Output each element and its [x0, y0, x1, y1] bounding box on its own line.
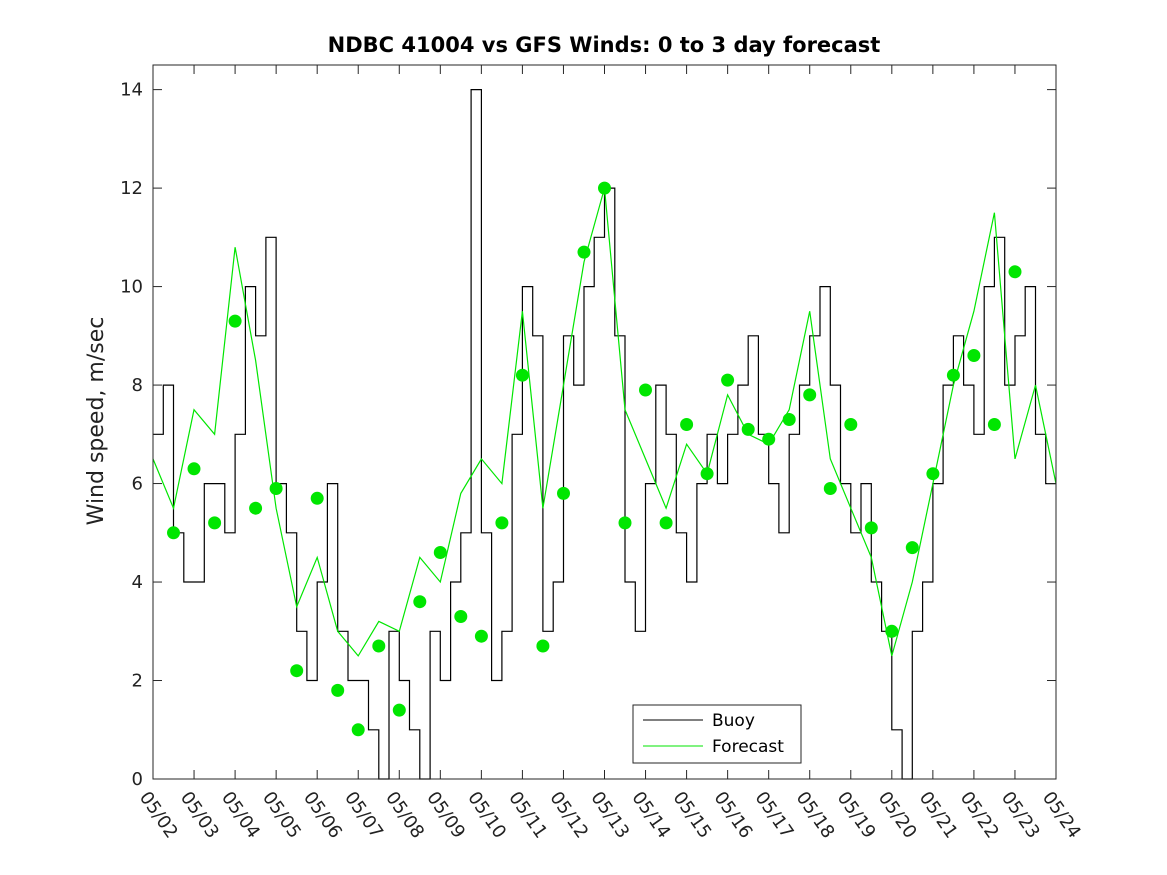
y-tick-label: 8 [132, 375, 143, 396]
plot-frame [153, 65, 1056, 779]
y-tick-label: 6 [132, 474, 143, 495]
plot-area [152, 64, 1057, 780]
legend-box [632, 704, 802, 764]
forecast-marker [495, 516, 509, 530]
forecast-marker [249, 501, 263, 515]
forecast-marker [331, 683, 345, 697]
forecast-marker [721, 373, 735, 387]
y-tick-label: 10 [120, 277, 143, 298]
forecast-marker [741, 422, 755, 436]
forecast-marker [823, 482, 837, 495]
forecast-marker [413, 595, 427, 609]
forecast-marker [905, 541, 919, 555]
legend-buoy-label: Buoy [712, 711, 755, 731]
forecast-markers [167, 181, 1022, 737]
forecast-marker [187, 462, 201, 476]
forecast-marker [167, 526, 180, 540]
forecast-marker [310, 491, 324, 505]
chart-title: NDBC 41004 vs GFS Winds: 0 to 3 day fore… [328, 33, 881, 57]
forecast-marker [351, 723, 365, 737]
forecast-marker [577, 245, 591, 259]
forecast-marker [926, 467, 940, 481]
forecast-marker [864, 521, 878, 535]
forecast-marker [515, 368, 529, 382]
y-tick-label: 2 [132, 671, 143, 692]
legend: Buoy Forecast [632, 704, 802, 764]
forecast-marker [536, 639, 550, 653]
forecast-marker [557, 486, 570, 500]
forecast-marker [967, 349, 981, 362]
forecast-marker [762, 432, 776, 446]
y-tick-label: 14 [120, 80, 143, 101]
y-tick-label: 0 [132, 769, 143, 790]
forecast-marker [598, 181, 611, 195]
forecast-marker [392, 703, 406, 717]
forecast-marker [803, 388, 817, 402]
forecast-marker [844, 418, 858, 431]
forecast-marker [372, 639, 386, 653]
forecast-marker [885, 624, 899, 638]
y-axis-label: Wind speed, m/sec [84, 317, 109, 526]
forecast-marker [946, 368, 960, 382]
forecast-marker [680, 418, 694, 431]
forecast-marker [1008, 265, 1022, 279]
forecast-marker [290, 664, 304, 678]
y-tick-label: 12 [120, 178, 143, 199]
forecast-marker [474, 629, 488, 643]
forecast-marker [228, 314, 242, 328]
forecast-marker [987, 418, 1001, 431]
forecast-marker [208, 516, 222, 530]
forecast-marker [269, 482, 283, 495]
forecast-marker [700, 467, 714, 481]
forecast-marker [782, 413, 796, 426]
forecast-marker [454, 610, 468, 623]
y-tick-label: 4 [132, 572, 143, 593]
y-axis: 0 2 4 6 8 10 12 14 [120, 80, 1056, 790]
forecast-marker [618, 516, 632, 530]
forecast-marker [639, 383, 652, 397]
forecast-marker [433, 546, 447, 559]
legend-forecast-label: Forecast [712, 737, 784, 757]
forecast-marker [659, 516, 673, 530]
